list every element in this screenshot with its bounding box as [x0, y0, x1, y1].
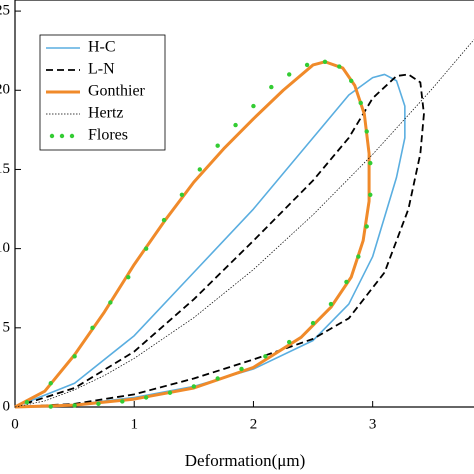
data-point: [368, 160, 373, 166]
y-tick-label: 15: [0, 161, 10, 177]
x-tick-label: 0: [11, 416, 19, 432]
data-point: [108, 300, 113, 305]
data-point: [233, 122, 238, 128]
legend-label: H-C: [88, 39, 116, 56]
data-point: [349, 78, 354, 83]
x-axis-label: Deformation(μm): [185, 451, 306, 470]
plot-frame: [14, 0, 474, 408]
x-tick-label: 1: [130, 416, 138, 432]
data-point: [344, 279, 349, 285]
data-point: [48, 404, 53, 409]
legend-label: L-N: [88, 61, 115, 78]
data-point: [161, 217, 167, 223]
data-point: [356, 254, 361, 259]
y-tick-label: 25: [0, 3, 10, 19]
data-point: [24, 400, 30, 405]
data-point: [328, 301, 334, 307]
data-point: [310, 320, 316, 326]
data-point: [72, 403, 77, 408]
legend: H-C L-N Gonthier Hertz Flores: [39, 34, 166, 151]
data-point: [287, 72, 292, 77]
y-tick-label: 10: [0, 240, 10, 256]
data-point: [239, 366, 244, 372]
x-tick-label: 3: [369, 416, 377, 432]
data-point: [48, 381, 53, 386]
data-point: [251, 103, 256, 109]
data-point: [179, 192, 185, 197]
data-point: [120, 399, 125, 404]
data-point: [96, 401, 101, 407]
data-point: [358, 100, 363, 106]
legend-label: Gonthier: [88, 83, 146, 100]
data-point: [167, 390, 173, 395]
series-line: [14, 73, 425, 408]
data-point: [215, 376, 220, 381]
legend-marker: [59, 133, 65, 139]
data-point: [72, 354, 77, 359]
legend-label: Flores: [88, 127, 128, 144]
x-tick-label: 2: [250, 416, 258, 432]
data-point: [322, 59, 328, 64]
data-point: [143, 395, 149, 400]
legend-marker: [49, 133, 55, 139]
data-point: [337, 64, 342, 69]
series-line: [14, 39, 474, 408]
data-point: [197, 167, 202, 172]
series-line: [14, 60, 371, 409]
data-point: [269, 84, 274, 90]
data-point: [215, 143, 220, 148]
data-point: [90, 325, 95, 331]
y-tick-label: 0: [3, 398, 11, 414]
y-tick-label: 5: [3, 319, 11, 335]
data-point: [263, 354, 268, 359]
data-point: [126, 274, 131, 280]
data-point: [191, 384, 197, 389]
legend-label: Hertz: [88, 105, 124, 122]
data-point: [364, 129, 369, 134]
data-point: [143, 246, 149, 251]
data-point: [287, 339, 292, 345]
data-point: [304, 62, 310, 68]
data-point: [364, 224, 369, 229]
data-point: [368, 192, 373, 197]
y-tick-label: 20: [0, 82, 10, 98]
legend-marker: [69, 133, 75, 139]
